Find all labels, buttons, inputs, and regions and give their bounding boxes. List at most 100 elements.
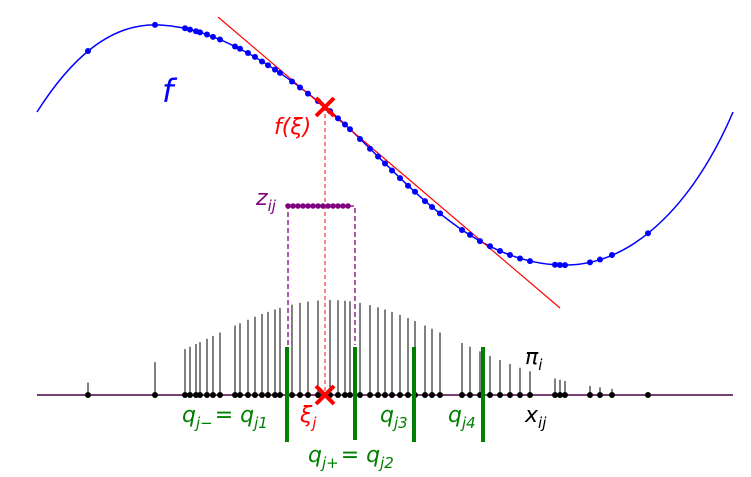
axis-point <box>437 392 443 398</box>
axis-point <box>187 392 193 398</box>
axis-point <box>210 392 216 398</box>
axis-point <box>305 392 311 398</box>
curve-point <box>397 175 403 182</box>
curve-point <box>237 45 243 52</box>
axis-point <box>347 392 353 398</box>
q-sub: j+ <box>320 454 339 472</box>
axis-point <box>289 392 295 398</box>
curve-point <box>527 258 533 265</box>
curve-point <box>437 210 443 217</box>
axis-point <box>182 392 188 398</box>
axis-point <box>197 392 203 398</box>
q-base: q <box>182 403 196 428</box>
curve-point <box>467 231 473 238</box>
curve-point <box>204 31 210 38</box>
axis-point <box>259 392 265 398</box>
function-curve <box>36 24 734 266</box>
f-xi-marker <box>314 96 336 118</box>
axis-point <box>397 392 403 398</box>
pi-base: π <box>525 345 539 370</box>
axis-point <box>382 392 388 398</box>
q-sub: j3 <box>392 414 408 432</box>
curve-point <box>507 252 513 259</box>
axis-point <box>204 392 210 398</box>
q-base: q <box>380 403 394 428</box>
axis-point <box>609 392 615 398</box>
axis-point <box>517 392 523 398</box>
axis-point <box>429 392 435 398</box>
xi-sub: j <box>310 414 317 432</box>
axis-point <box>152 392 158 398</box>
q4-label: qj4 <box>448 403 476 432</box>
curve-point <box>289 78 295 85</box>
z-point <box>305 203 311 209</box>
curve-point <box>375 153 381 160</box>
x-base: x <box>524 403 539 428</box>
curve-point <box>562 262 568 269</box>
q-minus-label: qj−= qj1 <box>182 403 268 432</box>
axis-point <box>297 392 303 398</box>
curve-point <box>487 243 493 250</box>
axis-point <box>272 392 278 398</box>
curve-point <box>272 66 278 73</box>
curve-point <box>367 145 373 152</box>
xi-base: ξ <box>299 403 313 428</box>
pi-sub: i <box>538 356 543 374</box>
axis-point <box>245 392 251 398</box>
curve-point <box>265 62 271 69</box>
axis-point <box>557 392 563 398</box>
curve-point <box>259 58 265 65</box>
curve-point <box>152 21 158 28</box>
curve-point <box>245 49 251 56</box>
xi-marker <box>314 384 336 406</box>
axis-point <box>645 392 651 398</box>
curve-point <box>382 160 388 167</box>
z-point <box>285 203 291 209</box>
f-xi-label: f(ξ) <box>274 115 311 140</box>
xi-fxi-markers <box>314 96 336 406</box>
axis-point <box>335 392 341 398</box>
axis-point <box>467 392 473 398</box>
axis-point <box>357 392 363 398</box>
curve-point <box>342 121 348 128</box>
curve-point <box>85 47 91 54</box>
curve-point <box>187 26 193 33</box>
axis-point <box>459 392 465 398</box>
q-sub: j1 <box>252 414 268 432</box>
curve-point <box>297 84 303 91</box>
curve-point <box>217 36 223 43</box>
q-sub: j− <box>194 414 213 432</box>
axis-point <box>507 392 513 398</box>
z-point <box>300 203 306 209</box>
z-point <box>330 203 336 209</box>
z-base: z <box>255 186 268 211</box>
curve-point <box>197 29 203 36</box>
curve-point <box>587 259 593 266</box>
quantile-bars <box>285 347 485 442</box>
curve-point <box>389 167 395 174</box>
q-eq: = q <box>341 443 380 468</box>
axis-point <box>562 392 568 398</box>
axis-point <box>277 392 283 398</box>
x-sub: ij <box>538 414 547 432</box>
curve-point <box>597 256 603 263</box>
curve-point <box>405 182 411 189</box>
curve-point <box>557 261 563 268</box>
curve-point <box>477 238 483 245</box>
curve-point <box>645 230 651 237</box>
q3-label: qj3 <box>380 403 408 432</box>
axis-point <box>217 392 223 398</box>
curve-point <box>252 53 258 60</box>
z-point <box>340 203 346 209</box>
z-point <box>310 203 316 209</box>
axis-point <box>422 392 428 398</box>
curve-point <box>335 115 341 122</box>
q-base: q <box>448 403 462 428</box>
axis-point <box>487 392 493 398</box>
xi-label: ξj <box>299 403 317 432</box>
axis-point <box>232 392 238 398</box>
axis-point <box>405 392 411 398</box>
pi-label: πi <box>525 345 543 374</box>
curve-point <box>412 188 418 195</box>
